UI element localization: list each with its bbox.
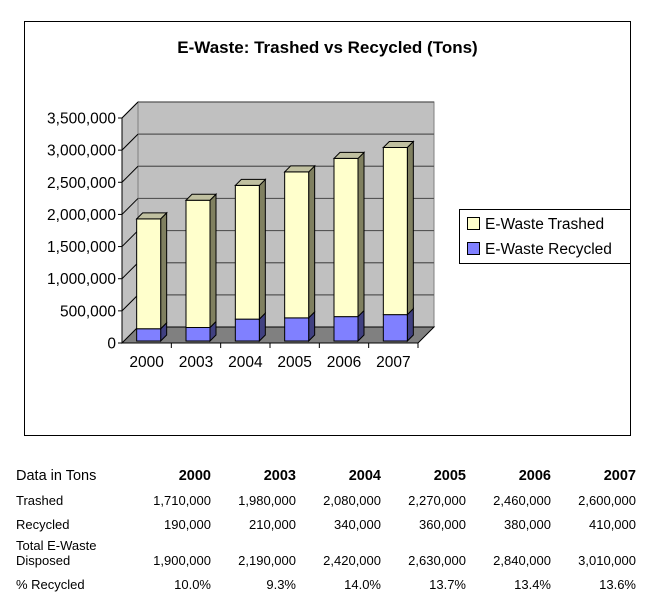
gridline-side [121,198,139,215]
table-cell: 2,600,000 [578,493,636,508]
y-tick-label: 2,000,000 [47,207,116,224]
table-cell: 2,630,000 [408,553,466,568]
row-label-line2: Disposed [16,553,71,568]
table-row-trashed: Trashed 1,710,000 1,980,000 2,080,000 2,… [16,484,636,508]
bar-trashed-front [185,199,211,328]
y-tick-label: 1,000,000 [47,271,116,288]
data-table: Data in Tons 2000 2003 2004 2005 2006 20… [16,460,636,592]
plot-area: 0 500,000 1,000,000 1,500,000 2,000,000 2,500… [47,100,436,371]
chart-title: E-Waste: Trashed vs Recycled (Tons) [177,38,478,57]
table-header-row: Data in Tons 2000 2003 2004 2005 2006 20… [16,460,636,484]
bar-trashed-front [136,218,162,330]
bar-trashed-front [284,171,310,319]
table-cell: 13.7% [429,577,466,592]
chart-frame: E-Waste: Trashed vs Recycled (Tons) 0 500… [24,21,631,436]
table-cell: 9.3% [266,577,296,592]
bar-trashed-front [382,147,408,316]
table-cell: 13.6% [599,577,636,592]
side-wall [121,100,139,345]
table-cell: 13.4% [514,577,551,592]
legend-label: E-Waste Trashed [485,216,605,233]
x-tick-label: 2000 [129,354,164,371]
table-cell: 190,000 [164,517,211,532]
table-header-year: 2006 [518,468,551,484]
table-cell: 2,460,000 [493,493,551,508]
y-tick-label: 1,500,000 [47,239,116,256]
bar-recycled-front [234,318,260,342]
y-tick-label: 0 [107,336,116,353]
x-tick-label: 2003 [179,354,213,371]
bar-trashed-side [160,211,168,330]
table-cell: 210,000 [249,517,296,532]
x-tick-label: 2007 [376,354,410,371]
table-header-year: 2005 [433,468,466,484]
bar-trashed-side [357,151,365,318]
x-tick-label: 2005 [277,354,311,371]
table-cell: 1,980,000 [238,493,296,508]
bar-trashed-top [184,193,218,201]
bar-recycled-front [284,317,310,342]
bar-trashed-top [382,141,415,148]
table-header-year: 2004 [348,468,381,484]
bar-recycled-front [382,314,408,342]
bar-trashed-front [234,184,260,320]
bar-trashed-front [333,157,359,318]
bar-trashed-side [308,164,316,320]
gridline-side [121,133,139,151]
table-cell: 380,000 [504,517,551,532]
bar-trashed-top [283,165,316,173]
y-tick-label: 3,500,000 [47,111,116,128]
table-header-label: Data in Tons [16,468,97,484]
table-header-year: 2000 [178,468,211,484]
row-label: % Recycled [16,577,85,592]
legend-item-trashed: E-Waste Trashed [467,216,604,234]
legend-label: E-Waste Recycled [485,241,612,258]
table-cell: 1,900,000 [153,553,211,568]
legend-swatch-recycled [467,242,480,255]
row-label-line1: Total E-Waste [16,538,97,553]
y-tick-label: 3,000,000 [47,143,116,160]
row-label: Recycled [16,517,70,532]
gridline-side [121,230,139,247]
table-cell: 10.0% [174,577,211,592]
row-label: Trashed [16,493,64,508]
legend-item-recycled: E-Waste Recycled [467,241,612,259]
table-header-year: 2003 [263,468,296,484]
bar-trashed-side [406,140,414,316]
x-tick-label: 2004 [228,354,263,371]
gridline-side [121,165,139,183]
legend-swatch-trashed [467,217,480,230]
table-cell: 410,000 [589,517,636,532]
table-header-year: 2007 [603,468,636,484]
x-tick-label: 2006 [327,354,361,371]
y-tick-label: 2,500,000 [47,175,116,192]
table-cell: 2,420,000 [323,553,381,568]
bar-trashed-side [258,178,266,321]
table-cell: 14.0% [344,577,381,592]
y-tick-label: 500,000 [60,303,116,320]
table-cell: 2,080,000 [323,493,381,508]
table-cell: 2,270,000 [408,493,466,508]
table-cell: 1,710,000 [153,493,211,508]
table-cell: 360,000 [419,517,466,532]
table-row-total: Total E-Waste Disposed 1,900,000 2,190,00… [16,532,636,568]
legend: E-Waste Trashed E-Waste Recycled [459,209,631,264]
table-cell: 340,000 [334,517,381,532]
bar-trashed-side [209,193,217,329]
table-cell: 2,840,000 [493,553,551,568]
bar-trashed-top [332,151,366,159]
bar-recycled-front [185,327,211,342]
table-row-recycled: Recycled 190,000 210,000 340,000 360,000… [16,508,636,532]
gridline-side [121,294,139,312]
bar-recycled-front [136,328,162,342]
bar-trashed-top [135,212,168,220]
table-row-percent: % Recycled 10.0% 9.3% 14.0% 13.7% 13.4% … [16,568,636,592]
gridline-side [121,262,139,280]
gridline-side [121,101,139,119]
row-label: Total E-Waste Disposed [16,532,126,568]
bar-trashed-top [234,178,267,186]
bar-recycled-front [333,316,359,342]
table-cell: 2,190,000 [238,553,296,568]
table-cell: 3,010,000 [578,553,636,568]
